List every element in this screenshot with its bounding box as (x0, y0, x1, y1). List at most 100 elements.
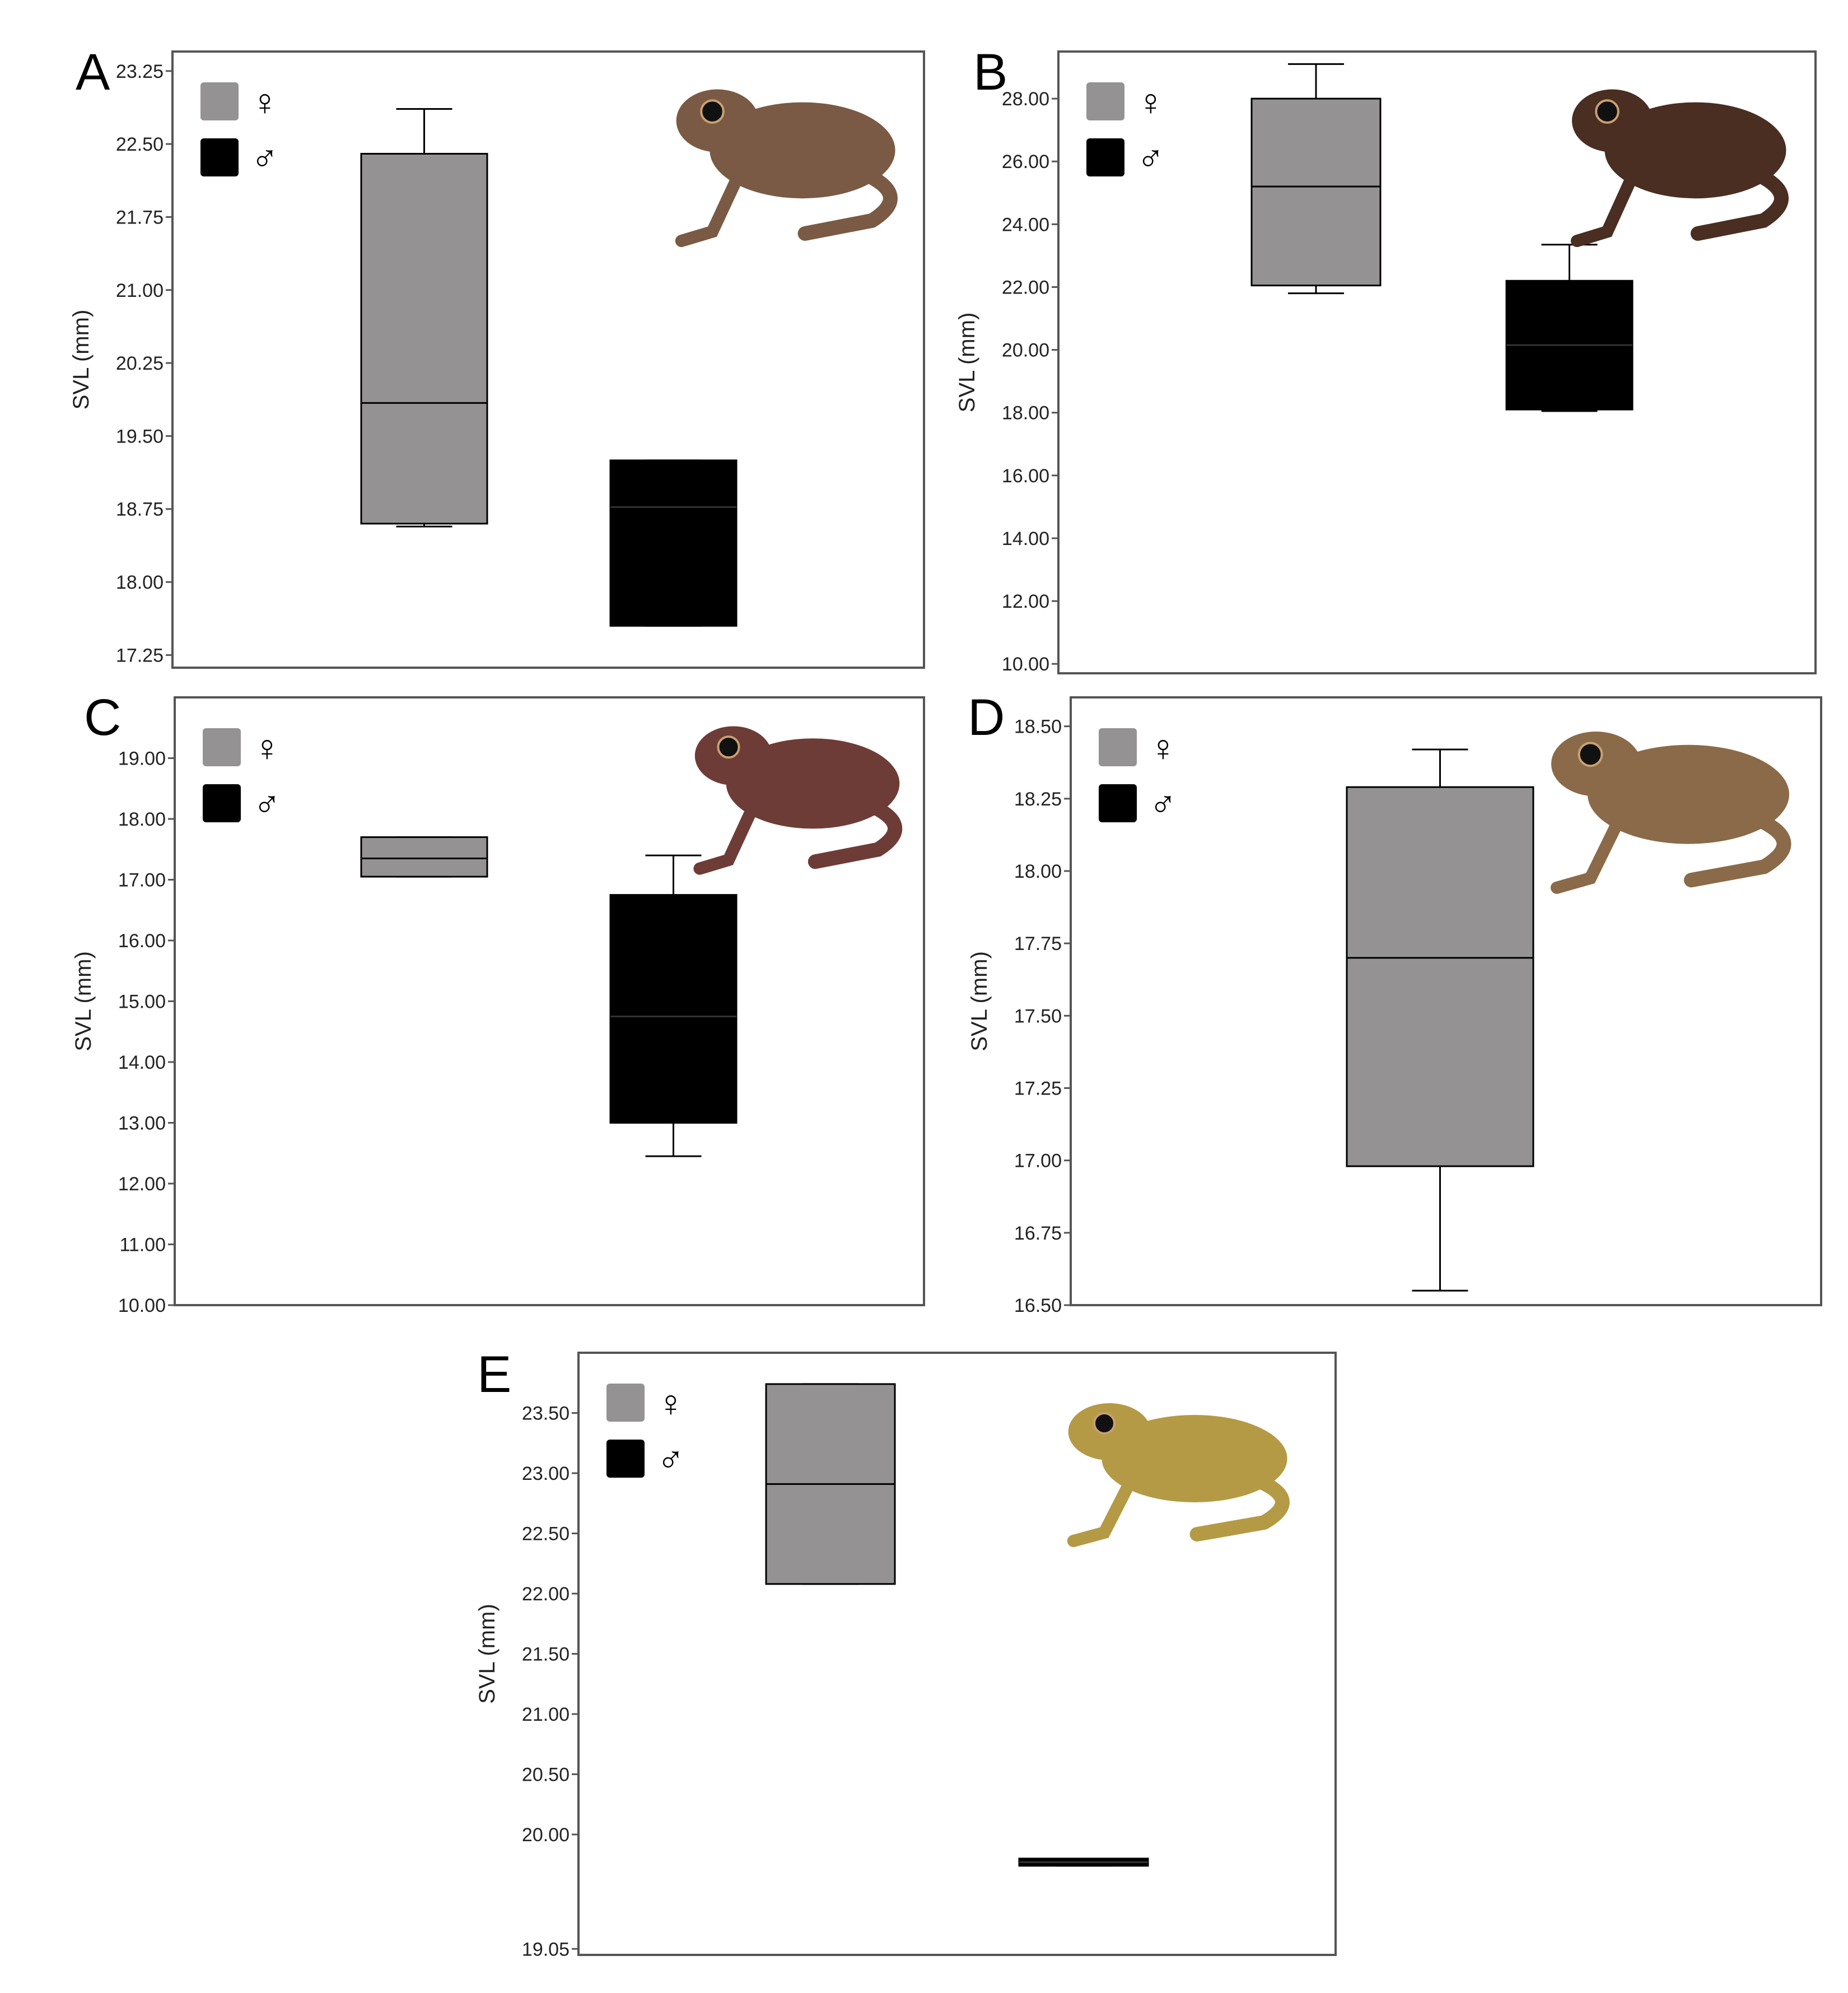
frog-hind-leg (797, 165, 898, 241)
panel-c: C19.00 18.00 17.00 16.00 15.00 14.00 13.00 12.0… (71, 689, 925, 1316)
panel-letter: A (76, 44, 110, 101)
y-tick-label: 22.50 (522, 1524, 570, 1545)
legend-male-swatch (1086, 138, 1124, 176)
y-tick-label: 28.00 (1002, 89, 1049, 110)
frog-eye (1595, 99, 1620, 124)
frog-hind-leg (1189, 1472, 1290, 1542)
frog-eye (717, 735, 740, 759)
y-tick-label: 19.50 (116, 426, 164, 447)
female-symbol: ♀ (251, 81, 279, 123)
legend: ♀♂ (1099, 727, 1177, 825)
box-body (360, 836, 488, 878)
legend: ♀♂ (200, 81, 279, 179)
box-female (360, 836, 488, 878)
box-body (609, 894, 738, 1124)
legend-female-swatch (203, 728, 241, 766)
legend-male-swatch (1099, 784, 1137, 822)
y-tick-label: 18.00 (118, 809, 166, 830)
frog-front-leg (693, 802, 759, 875)
y-tick-label: 14.00 (1002, 528, 1049, 550)
frog-front-leg (1551, 814, 1625, 894)
box-male (609, 459, 738, 627)
box-male (1018, 1857, 1149, 1867)
y-tick-label: 16.50 (1014, 1295, 1062, 1316)
female-symbol: ♀ (1137, 81, 1165, 123)
legend-female-swatch (200, 82, 239, 120)
frog-photo (675, 89, 898, 248)
box-male (609, 854, 738, 1157)
y-tick-label: 19.05 (522, 1939, 570, 1960)
box-body (1250, 97, 1382, 287)
y-tick-label: 24.00 (1002, 214, 1049, 235)
y-tick-label: 20.50 (522, 1764, 570, 1786)
y-tick-label: 21.75 (116, 207, 164, 228)
legend-female-swatch (1086, 82, 1124, 120)
y-tick-label: 18.00 (116, 572, 164, 593)
box-female (765, 1383, 896, 1585)
box-female (360, 108, 488, 528)
y-tick-label: 21.00 (522, 1704, 570, 1725)
y-tick-label: 20.00 (522, 1824, 570, 1846)
y-axis-label: SVL (mm) (475, 1604, 500, 1704)
y-tick-label: 18.00 (1014, 861, 1062, 882)
frog-hind-leg (808, 797, 903, 869)
panel-letter: C (84, 689, 121, 746)
frog-photo (1067, 1403, 1290, 1547)
female-symbol: ♀ (657, 1382, 685, 1424)
frog-photo (693, 726, 903, 875)
y-tick-label: 17.25 (116, 645, 164, 666)
frog-eye (700, 99, 725, 124)
frog-eye (1093, 1412, 1116, 1435)
y-tick-label: 20.00 (1002, 340, 1049, 361)
male-symbol: ♂ (253, 783, 281, 825)
legend-male-swatch (200, 138, 239, 176)
legend: ♀♂ (606, 1382, 685, 1480)
frog-front-leg (1571, 170, 1639, 248)
legend: ♀♂ (1086, 81, 1165, 179)
y-tick-label: 23.50 (522, 1403, 570, 1424)
y-tick-label: 14.00 (118, 1052, 166, 1073)
y-tick-label: 22.00 (522, 1584, 570, 1605)
y-tick-label: 10.00 (118, 1295, 166, 1316)
y-tick-label: 10.00 (1002, 654, 1049, 675)
y-tick-label: 21.00 (116, 280, 164, 301)
legend: ♀♂ (203, 727, 281, 825)
y-axis-label: SVL (mm) (967, 951, 992, 1051)
y-tick-label: 23.00 (522, 1463, 570, 1484)
box-body (360, 152, 488, 525)
legend-female-swatch (1099, 728, 1137, 766)
panel-letter: D (968, 689, 1005, 746)
frog-hind-leg (1691, 165, 1789, 241)
y-tick-label: 18.50 (1014, 716, 1062, 738)
box-female (1346, 748, 1534, 1292)
panel-a: A 23.25 22.50 21.75 21.00 20.25 19.50 18.75 18.0… (69, 44, 925, 669)
y-tick-label: 18.75 (116, 499, 164, 520)
frog-hind-leg (1684, 810, 1791, 888)
y-axis-label: SVL (mm) (71, 951, 96, 1051)
legend-male-swatch (203, 784, 241, 822)
panel-d: D 18.50 18.25 18.00 17.75 17.50 17.25 17.00 16.7… (967, 689, 1822, 1316)
legend-male-swatch (606, 1440, 645, 1478)
y-tick-label: 23.25 (116, 61, 164, 82)
y-tick-label: 12.00 (118, 1174, 166, 1195)
y-tick-label: 17.25 (1014, 1078, 1062, 1100)
y-tick-label: 19.00 (118, 748, 166, 770)
y-tick-label: 16.75 (1014, 1223, 1062, 1244)
panel-e: E 23.50 23.00 22.50 22.00 21.50 21.00 20.50 20.0… (475, 1346, 1337, 1960)
frog-front-leg (675, 170, 744, 248)
y-tick-label: 22.00 (1002, 277, 1049, 298)
y-axis-label: SVL (mm) (69, 310, 94, 410)
frog-photo (1551, 732, 1791, 894)
y-tick-label: 22.50 (116, 134, 164, 155)
y-tick-label: 20.25 (116, 353, 164, 374)
y-tick-label: 18.25 (1014, 789, 1062, 810)
y-tick-label: 18.00 (1002, 403, 1049, 424)
frog-photo (1571, 89, 1789, 248)
male-symbol: ♂ (657, 1438, 685, 1480)
panel-letter: B (973, 44, 1007, 101)
male-symbol: ♂ (251, 137, 279, 179)
female-symbol: ♀ (253, 727, 281, 769)
y-tick-label: 17.00 (118, 870, 166, 891)
y-tick-label: 17.00 (1014, 1151, 1062, 1172)
